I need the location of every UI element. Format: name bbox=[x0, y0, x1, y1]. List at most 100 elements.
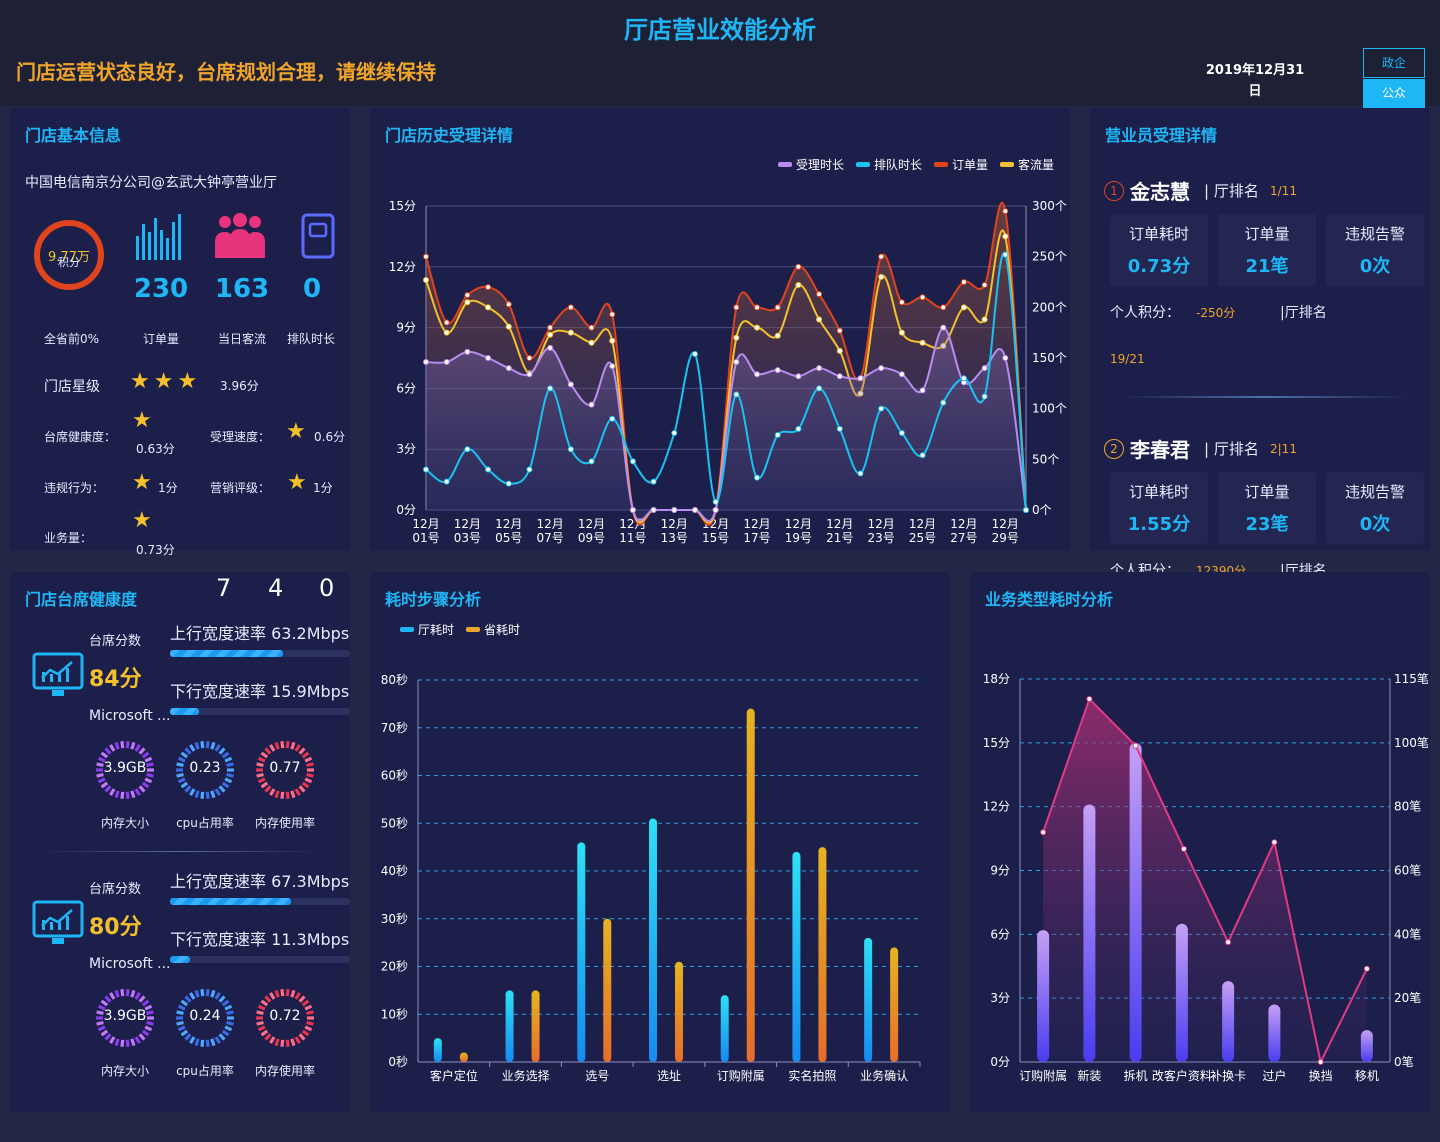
x-tick: 12月 bbox=[868, 517, 895, 531]
gauge bbox=[176, 988, 234, 1048]
data-point bbox=[981, 365, 988, 372]
bar-耗时 bbox=[1037, 930, 1050, 1062]
bar-省耗时 bbox=[818, 847, 827, 1062]
data-point bbox=[940, 304, 947, 311]
y-tick-right: 40笔 bbox=[1394, 926, 1421, 941]
upload-speed: 上行宽度速率 67.3Mbps bbox=[170, 872, 350, 891]
y-tick-left: 3分 bbox=[396, 442, 416, 456]
data-point bbox=[629, 507, 636, 513]
data-point bbox=[754, 324, 761, 331]
data-point bbox=[609, 363, 616, 370]
rating-stars: ★ ★ ★ bbox=[130, 371, 197, 393]
data-point bbox=[733, 334, 740, 341]
x-tick: 业务确认 bbox=[860, 1068, 908, 1083]
panel-title: 业务类型耗时分析 bbox=[985, 590, 1114, 609]
bar-耗时 bbox=[1360, 1030, 1373, 1062]
data-point bbox=[423, 253, 429, 260]
tab-enterprise[interactable]: 政企 bbox=[1363, 48, 1425, 78]
y-tick-right: 0笔 bbox=[1394, 1054, 1414, 1069]
data-point bbox=[505, 480, 512, 487]
gauge-value: 0.23 bbox=[189, 760, 221, 776]
kpi-value: 21笔 bbox=[1245, 256, 1289, 277]
item-label: 违规行为： bbox=[44, 481, 105, 495]
monitor-icon bbox=[32, 652, 84, 696]
data-point bbox=[816, 291, 823, 298]
y-tick-right: 200个 bbox=[1032, 300, 1067, 314]
x-tick: 12月 bbox=[826, 517, 853, 531]
data-point bbox=[588, 401, 595, 408]
data-point bbox=[816, 316, 823, 323]
data-point bbox=[691, 507, 698, 513]
data-point bbox=[754, 474, 761, 481]
legend-label: 省耗时 bbox=[484, 623, 520, 637]
star-half-icon: ★ bbox=[132, 408, 152, 433]
data-point bbox=[526, 355, 533, 361]
y-tick-right: 300个 bbox=[1032, 199, 1067, 213]
item-value: 0.73分 bbox=[136, 543, 175, 557]
kpi-label: 订单量 bbox=[1244, 483, 1290, 501]
y-tick-left: 12分 bbox=[389, 260, 416, 274]
star-icon: ★ bbox=[287, 470, 307, 495]
data-point bbox=[836, 425, 843, 432]
data-point bbox=[567, 446, 574, 453]
data-point bbox=[526, 466, 533, 473]
tab-public[interactable]: 公众 bbox=[1363, 79, 1425, 109]
x-tick: 业务选择 bbox=[502, 1068, 550, 1083]
data-point bbox=[443, 319, 450, 326]
report-date: 2019年12月31日 bbox=[1205, 63, 1305, 99]
x-tick: 新装 bbox=[1077, 1068, 1101, 1083]
rating-value: 3.96分 bbox=[220, 379, 259, 393]
y-tick: 10秒 bbox=[381, 1007, 408, 1021]
counter-digit: 4 bbox=[268, 574, 284, 602]
bar-厅耗时 bbox=[577, 842, 586, 1062]
item-label: 营销评级： bbox=[210, 481, 271, 495]
download-bar-fill bbox=[170, 956, 190, 963]
gauge-value: 3.9GB bbox=[103, 760, 147, 776]
item-label: 台席健康度： bbox=[44, 430, 117, 444]
data-point bbox=[423, 276, 429, 283]
y-tick-right: 80笔 bbox=[1394, 799, 1421, 814]
bar-耗时 bbox=[1222, 981, 1235, 1062]
x-tick: 12月 bbox=[495, 517, 522, 531]
y-tick-left: 15分 bbox=[983, 736, 1010, 750]
kpi-value: 23笔 bbox=[1245, 514, 1289, 535]
gauge-value: 0.24 bbox=[189, 1008, 221, 1024]
data-point bbox=[485, 304, 492, 311]
kpi-value: 1.55分 bbox=[1127, 514, 1191, 535]
total-rank-label: |厅排名 bbox=[1280, 305, 1327, 321]
steps-panel: 耗时步骤分析 80秒 70秒 60秒 50秒 40秒 30秒 20秒 10秒 0秒 客户定位 业务选… bbox=[370, 572, 950, 1112]
data-point bbox=[588, 458, 595, 465]
upload-bar bbox=[170, 898, 350, 905]
star-half-icon: ★ bbox=[286, 419, 306, 444]
x-tick: 客户定位 bbox=[430, 1068, 478, 1083]
data-point bbox=[919, 452, 926, 459]
bar-省耗时 bbox=[675, 961, 683, 1062]
legend-swatch bbox=[934, 162, 948, 167]
store-name: 中国电信南京分公司@玄武大钟亭营业厅 bbox=[25, 175, 277, 191]
legend-swatch bbox=[400, 627, 414, 632]
rank-value: 1/11 bbox=[1270, 184, 1297, 198]
data-point bbox=[836, 327, 843, 334]
kpi-card: 订单耗时 1.55分 bbox=[1110, 472, 1208, 544]
x-tick: 12月 bbox=[909, 517, 936, 531]
y-tick-right: 150个 bbox=[1032, 351, 1067, 365]
star-half-icon: ★ bbox=[132, 508, 152, 533]
data-point bbox=[878, 365, 885, 372]
data-point bbox=[774, 304, 781, 311]
kpi-label: 订单耗时 bbox=[1128, 225, 1189, 243]
x-tick: 实名拍照 bbox=[788, 1068, 836, 1083]
seat-score: 80分 bbox=[89, 915, 142, 940]
gauge-value: 3.9GB bbox=[103, 1008, 147, 1024]
y-tick-right: 250个 bbox=[1032, 250, 1067, 264]
kpi-value: 0次 bbox=[1359, 256, 1391, 277]
data-point bbox=[754, 304, 761, 311]
panel-title: 门店台席健康度 bbox=[25, 590, 138, 609]
data-point bbox=[629, 458, 636, 465]
data-point bbox=[898, 371, 905, 378]
gauge-label: cpu占用率 bbox=[176, 816, 234, 830]
data-point bbox=[691, 350, 698, 357]
data-point bbox=[774, 367, 781, 374]
data-point bbox=[464, 299, 471, 306]
legend-label: 订单量 bbox=[952, 158, 988, 172]
y-tick-right: 60笔 bbox=[1394, 863, 1421, 878]
